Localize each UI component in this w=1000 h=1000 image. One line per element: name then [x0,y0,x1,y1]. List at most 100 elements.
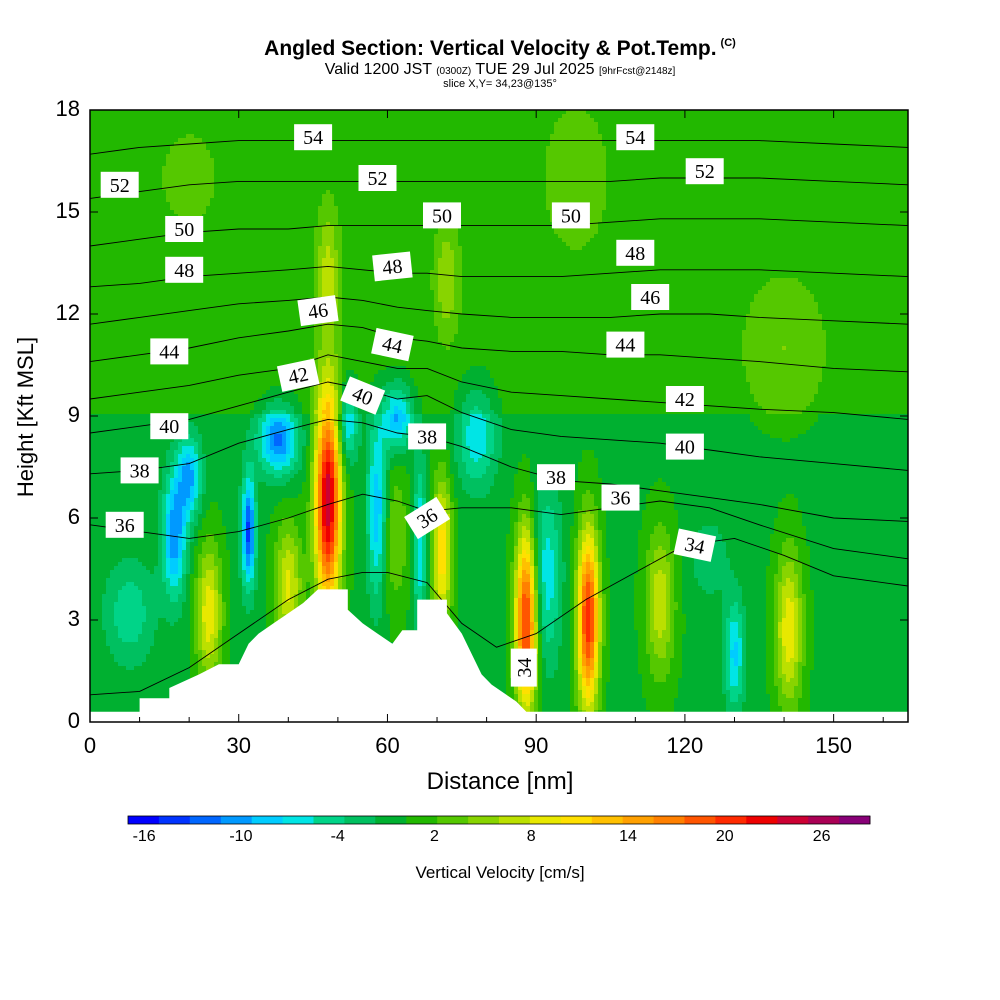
velocity-cell [574,114,579,119]
velocity-cell [522,118,527,123]
velocity-cell [494,134,499,139]
velocity-cell [778,126,783,131]
velocity-cell [370,130,375,135]
velocity-cell [758,114,763,119]
velocity-cell [438,114,443,119]
velocity-cell [514,114,519,119]
velocity-cell [258,130,263,135]
velocity-cell [678,118,683,123]
velocity-cell [366,118,371,123]
velocity-cell [402,134,407,139]
velocity-cell [506,126,511,131]
velocity-cell [470,126,475,131]
velocity-cell [450,130,455,135]
velocity-cell [182,134,187,139]
velocity-cell [134,114,139,119]
velocity-cell [130,114,135,119]
velocity-cell [826,126,831,131]
velocity-cell [514,130,519,135]
velocity-cell [430,126,435,131]
velocity-cell [534,134,539,139]
velocity-cell [358,118,363,123]
velocity-cell [454,114,459,119]
velocity-cell [774,118,779,123]
velocity-cell [338,122,343,127]
velocity-cell [114,118,119,123]
velocity-cell [178,134,183,139]
velocity-cell [494,122,499,127]
velocity-cell [402,126,407,131]
velocity-cell [398,126,403,131]
velocity-cell [242,134,247,139]
velocity-cell [762,126,767,131]
velocity-cell [158,130,163,135]
velocity-cell [662,130,667,135]
velocity-cell [286,134,291,139]
velocity-cell [370,134,375,139]
velocity-cell [674,114,679,119]
velocity-cell [746,126,751,131]
velocity-cell [386,114,391,119]
velocity-cell [162,114,167,119]
velocity-cell [874,122,879,127]
velocity-cell [522,114,527,119]
velocity-cell [418,126,423,131]
velocity-cell [646,114,651,119]
velocity-cell [598,118,603,123]
velocity-cell [590,130,595,135]
velocity-cell [494,130,499,135]
velocity-cell [602,114,607,119]
velocity-cell [742,122,747,127]
velocity-cell [686,130,691,135]
velocity-cell [106,126,111,131]
velocity-cell [802,118,807,123]
velocity-cell [94,114,99,119]
velocity-cell [294,118,299,123]
velocity-cell [226,122,231,127]
velocity-cell [130,118,135,123]
velocity-cell [110,130,115,135]
velocity-cell [542,130,547,135]
velocity-cell [270,114,275,119]
velocity-cell [314,114,319,119]
velocity-cell [246,118,251,123]
velocity-cell [730,118,735,123]
velocity-cell [134,122,139,127]
velocity-cell [862,130,867,135]
velocity-cell [174,134,179,139]
velocity-cell [526,122,531,127]
velocity-cell [454,134,459,139]
velocity-cell [270,126,275,131]
velocity-cell [338,118,343,123]
velocity-cell [286,118,291,123]
velocity-cell [130,130,135,135]
velocity-cell [166,122,171,127]
velocity-cell [218,114,223,119]
velocity-cell [142,118,147,123]
velocity-cell [142,114,147,119]
velocity-cell [190,118,195,123]
velocity-cell [154,134,159,139]
velocity-cell [714,126,719,131]
velocity-cell [242,130,247,135]
velocity-cell [770,122,775,127]
velocity-cell [822,118,827,123]
velocity-cell [534,118,539,123]
velocity-cell [166,134,171,139]
velocity-cell [454,122,459,127]
velocity-cell [882,126,887,131]
velocity-cell [782,130,787,135]
velocity-cell [730,130,735,135]
velocity-cell [202,134,207,139]
velocity-cell [222,122,227,127]
velocity-cell [182,118,187,123]
velocity-cell [574,122,579,127]
velocity-cell [418,118,423,123]
velocity-cell [274,126,279,131]
velocity-cell [842,114,847,119]
velocity-cell [158,122,163,127]
velocity-cell [794,126,799,131]
velocity-cell [502,126,507,131]
velocity-cell [842,118,847,123]
velocity-cell [106,114,111,119]
